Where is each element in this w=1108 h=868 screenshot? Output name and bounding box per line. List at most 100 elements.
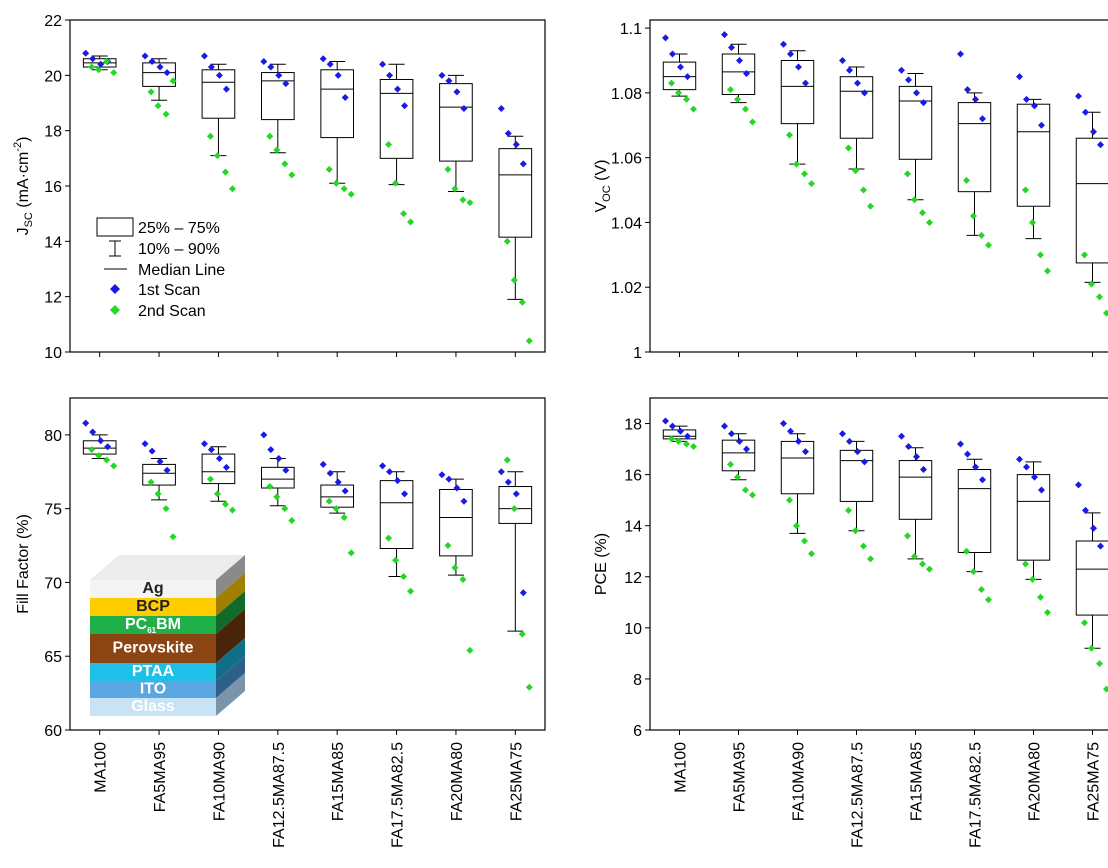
x-tick-label: MA100 — [93, 742, 110, 793]
scan-point — [867, 555, 874, 563]
box — [898, 460, 933, 520]
scan-point — [920, 99, 927, 107]
scan-point — [147, 478, 155, 486]
scan-point — [394, 85, 402, 93]
scan-point — [104, 443, 112, 451]
scan-point — [684, 432, 691, 440]
y-tick-label: 1.02 — [611, 280, 642, 297]
label-part: (mA·cm — [15, 152, 32, 212]
scan-point — [103, 58, 111, 65]
scan-point — [985, 596, 992, 604]
whisker-high — [388, 63, 405, 80]
y-tick-label: 60 — [44, 723, 62, 740]
y-tick-label: 75 — [44, 502, 62, 519]
y-tick-label: 6 — [633, 723, 642, 740]
scan-point — [334, 71, 342, 79]
scan-point — [1088, 280, 1095, 288]
scan-point — [839, 56, 846, 64]
scan-point — [407, 587, 415, 595]
scan-point — [460, 497, 468, 505]
scan-point — [460, 105, 468, 113]
scan-point — [319, 460, 327, 468]
x-tick-label: FA25MA75 — [508, 742, 525, 821]
scan-point — [147, 88, 155, 96]
y-tick-label: 14 — [624, 519, 642, 536]
whisker-low — [907, 519, 924, 560]
scan-point — [445, 475, 453, 483]
label: Perovskite — [113, 640, 194, 657]
box — [320, 484, 355, 508]
scan-point — [504, 478, 512, 486]
scan-point — [400, 573, 408, 581]
scan-point — [985, 241, 992, 249]
scan-point — [512, 490, 520, 498]
scan-point — [453, 484, 461, 492]
scan-point — [839, 430, 846, 438]
y-tick-label: 1.06 — [611, 151, 642, 168]
scan-point — [1082, 108, 1089, 116]
box — [439, 488, 473, 557]
scan-point — [734, 95, 741, 103]
scan-point — [669, 422, 676, 430]
scan-point — [926, 218, 933, 226]
scan-point — [1075, 481, 1082, 489]
scan-point — [860, 542, 867, 550]
scan-point — [964, 450, 971, 458]
scan-point — [386, 71, 394, 79]
scan-point — [392, 556, 400, 564]
scan-point — [510, 505, 518, 513]
x-tick-label: FA15MA85 — [909, 742, 926, 821]
scan-point — [275, 71, 283, 79]
scan-point — [215, 71, 223, 79]
scan-point — [169, 533, 177, 541]
legend-text: 10% – 90% — [138, 241, 220, 258]
scan-point — [743, 445, 750, 453]
scan-point — [845, 506, 852, 514]
scan-point — [95, 66, 103, 74]
inset-side — [216, 573, 245, 616]
scan-point — [1038, 486, 1045, 494]
scan-point — [904, 532, 911, 540]
scan-point — [780, 40, 787, 48]
scan-point — [1031, 473, 1038, 481]
scan-point — [141, 440, 149, 448]
scan-point — [266, 483, 274, 491]
label-part: -2 — [12, 142, 24, 152]
box — [957, 469, 992, 554]
scan-point — [1090, 524, 1097, 532]
scan-point — [795, 437, 802, 445]
scan-point — [854, 448, 861, 456]
scan-point — [503, 237, 511, 245]
box — [780, 59, 815, 125]
scan-point — [919, 209, 926, 217]
whisker-high — [447, 74, 464, 84]
scan-point — [1023, 95, 1030, 103]
whisker-high — [907, 72, 924, 87]
box — [439, 83, 473, 162]
box — [201, 453, 236, 485]
box — [839, 76, 874, 139]
scan-point — [97, 60, 105, 68]
scan-point — [156, 63, 164, 71]
scan-point — [459, 196, 467, 204]
inset-layer — [90, 616, 216, 634]
scan-point — [1097, 542, 1104, 550]
scan-point — [148, 447, 156, 455]
inset-layer — [90, 634, 216, 663]
whisker-high — [730, 43, 747, 55]
scan-point — [675, 437, 682, 445]
scan-point — [742, 105, 749, 113]
scan-point — [260, 58, 268, 65]
box — [662, 61, 697, 91]
scan-point — [677, 63, 684, 71]
scan-point — [1044, 267, 1051, 275]
scan-point — [222, 85, 230, 93]
scan-point — [1090, 128, 1097, 136]
scan-point — [846, 66, 853, 74]
label-part: BM — [156, 616, 181, 633]
scan-point — [1038, 121, 1045, 129]
scan-point — [221, 168, 229, 176]
whisker-low — [789, 123, 806, 165]
scan-point — [332, 179, 340, 187]
legend-text: Median Line — [138, 262, 225, 279]
